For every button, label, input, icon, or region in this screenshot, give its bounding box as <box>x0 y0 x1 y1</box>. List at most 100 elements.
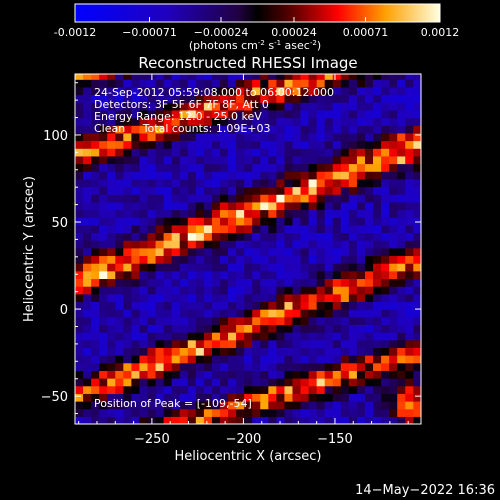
heatmap-cell <box>187 109 197 119</box>
heatmap-cell <box>324 74 334 80</box>
heatmap-cell <box>244 247 253 257</box>
heatmap-cell <box>268 301 277 310</box>
heatmap-cell <box>381 324 390 333</box>
heatmap-cell <box>147 132 157 142</box>
heatmap-cell <box>203 163 213 172</box>
heatmap-cell <box>308 194 318 203</box>
heatmap-cell <box>171 232 181 241</box>
heatmap-cell <box>147 109 157 119</box>
heatmap-cell <box>83 232 92 241</box>
heatmap-cell <box>364 171 374 180</box>
heatmap-cell <box>155 378 165 387</box>
heatmap-cell <box>381 94 390 103</box>
heatmap-cell <box>219 232 229 241</box>
heatmap-cell <box>373 309 382 318</box>
heatmap-cell <box>131 102 141 111</box>
heatmap-cell <box>83 408 92 417</box>
heatmap-cell <box>179 132 189 142</box>
heatmap-cell <box>364 401 374 410</box>
heatmap-cell <box>340 209 350 218</box>
heatmap-cell <box>75 79 84 88</box>
heatmap-cell <box>244 102 253 111</box>
heatmap-cell <box>115 171 124 180</box>
heatmap-cell <box>163 79 173 88</box>
heatmap-cell <box>228 117 237 126</box>
heatmap-cell <box>123 339 132 348</box>
heatmap-cell <box>83 378 92 387</box>
heatmap-cell <box>187 301 197 310</box>
heatmap-cell <box>139 378 149 387</box>
heatmap-image <box>75 74 421 424</box>
heatmap-cell <box>163 224 173 234</box>
heatmap-cell <box>195 163 205 172</box>
heatmap-cell <box>381 140 390 149</box>
heatmap-cell <box>91 232 100 241</box>
heatmap-cell <box>75 339 84 348</box>
heatmap-cell <box>228 339 237 348</box>
heatmap-cell <box>348 194 358 203</box>
heatmap-cell <box>203 339 213 348</box>
heatmap-cell <box>405 163 414 172</box>
heatmap-cell <box>364 140 374 149</box>
heatmap-cell <box>340 217 350 226</box>
heatmap-cell <box>373 347 382 356</box>
heatmap-cell <box>284 401 294 410</box>
heatmap-cell <box>139 140 149 149</box>
heatmap-cell <box>260 339 269 348</box>
heatmap-cell <box>171 117 181 126</box>
heatmap-cell <box>195 393 205 402</box>
heatmap-cell <box>195 240 205 249</box>
heatmap-cell <box>324 309 334 318</box>
heatmap-cell <box>324 270 334 280</box>
heatmap-cell <box>147 224 157 234</box>
heatmap-cell <box>131 286 141 295</box>
heatmap-cell <box>163 370 173 379</box>
heatmap-cell <box>228 201 237 211</box>
heatmap-cell <box>107 186 116 195</box>
heatmap-cell <box>252 155 261 165</box>
heatmap-cell <box>324 201 334 211</box>
heatmap-cell <box>340 416 350 424</box>
heatmap-cell <box>244 324 253 333</box>
heatmap-cell <box>397 278 406 287</box>
heatmap-cell <box>389 201 398 211</box>
heatmap-cell <box>260 155 269 165</box>
heatmap-cell <box>364 148 374 157</box>
heatmap-cell <box>405 293 414 303</box>
heatmap-cell <box>381 79 390 88</box>
heatmap-cell <box>252 201 261 211</box>
heatmap-cell <box>348 347 358 356</box>
heatmap-cell <box>308 232 318 241</box>
heatmap-cell <box>356 79 366 88</box>
heatmap-cell <box>284 385 294 394</box>
heatmap-cell <box>373 362 382 371</box>
heatmap-cell <box>300 316 310 325</box>
heatmap-cell <box>364 362 374 371</box>
heatmap-cell <box>308 316 318 325</box>
heatmap-cell <box>397 201 406 211</box>
heatmap-cell <box>284 217 294 226</box>
heatmap-cell <box>228 301 237 310</box>
heatmap-cell <box>397 339 406 348</box>
heatmap-cell <box>276 316 286 325</box>
heatmap-cell <box>389 86 398 96</box>
heatmap-cell <box>211 355 221 364</box>
heatmap-cell <box>99 117 108 126</box>
heatmap-cell <box>316 224 326 234</box>
heatmap-cell <box>389 125 398 134</box>
heatmap-cell <box>300 224 310 234</box>
heatmap-cell <box>123 178 132 188</box>
heatmap-cell <box>373 401 382 410</box>
heatmap-cell <box>364 286 374 295</box>
heatmap-cell <box>364 247 374 257</box>
heatmap-cell <box>268 94 277 103</box>
heatmap-cell <box>107 86 116 96</box>
heatmap-cell <box>147 408 157 417</box>
heatmap-cell <box>155 209 165 218</box>
heatmap-cell <box>131 117 141 126</box>
heatmap-cell <box>179 378 189 387</box>
heatmap-cell <box>115 209 124 218</box>
heatmap-cell <box>364 186 374 195</box>
heatmap-cell <box>300 186 310 195</box>
heatmap-cell <box>276 324 286 333</box>
